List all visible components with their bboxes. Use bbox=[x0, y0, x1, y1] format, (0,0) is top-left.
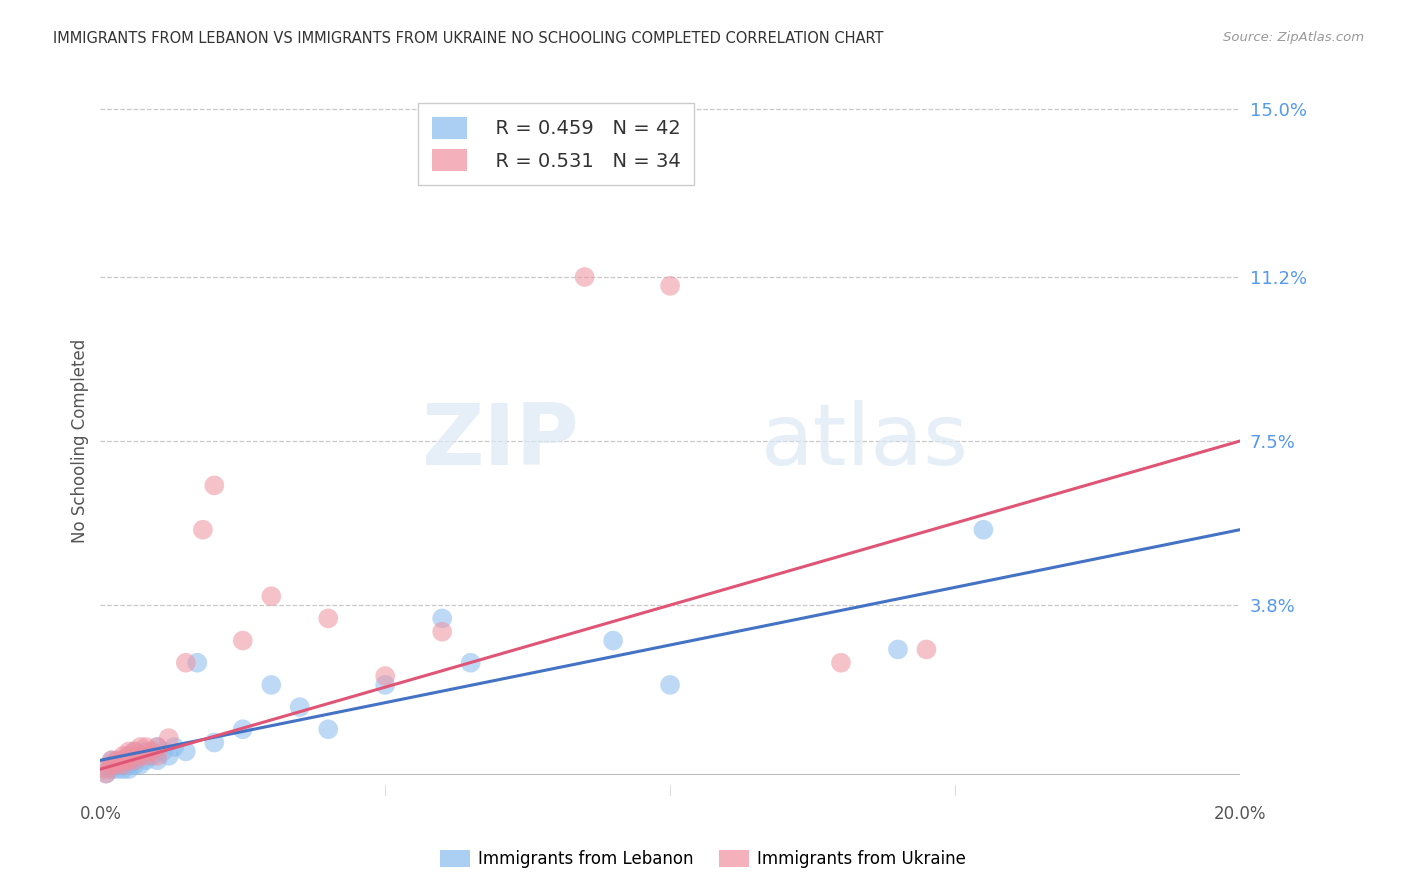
Point bbox=[124, 757, 146, 772]
Point bbox=[374, 669, 396, 683]
Text: atlas: atlas bbox=[761, 400, 969, 483]
Point bbox=[915, 642, 938, 657]
Legend: Immigrants from Lebanon, Immigrants from Ukraine: Immigrants from Lebanon, Immigrants from… bbox=[433, 843, 973, 875]
Point bbox=[316, 723, 339, 737]
Point bbox=[94, 766, 117, 780]
Point bbox=[94, 766, 117, 780]
Point bbox=[887, 642, 910, 657]
Point bbox=[107, 757, 129, 772]
Legend:   R = 0.459   N = 42,   R = 0.531   N = 34: R = 0.459 N = 42, R = 0.531 N = 34 bbox=[419, 103, 695, 185]
Point bbox=[374, 678, 396, 692]
Point bbox=[163, 739, 186, 754]
Point bbox=[107, 757, 129, 772]
Point bbox=[124, 753, 146, 767]
Point bbox=[129, 757, 152, 772]
Point bbox=[135, 753, 157, 767]
Point bbox=[659, 278, 682, 293]
Point bbox=[141, 748, 163, 763]
Point bbox=[191, 523, 214, 537]
Point bbox=[232, 633, 254, 648]
Point bbox=[107, 762, 129, 776]
Point bbox=[118, 744, 141, 758]
Point bbox=[135, 739, 157, 754]
Point bbox=[112, 753, 135, 767]
Point bbox=[430, 611, 453, 625]
Point bbox=[202, 478, 225, 492]
Point bbox=[186, 656, 208, 670]
Point bbox=[602, 633, 624, 648]
Point bbox=[830, 656, 852, 670]
Point bbox=[112, 757, 135, 772]
Point bbox=[135, 744, 157, 758]
Point bbox=[152, 744, 174, 758]
Y-axis label: No Schooling Completed: No Schooling Completed bbox=[72, 339, 89, 543]
Point bbox=[129, 739, 152, 754]
Text: IMMIGRANTS FROM LEBANON VS IMMIGRANTS FROM UKRAINE NO SCHOOLING COMPLETED CORREL: IMMIGRANTS FROM LEBANON VS IMMIGRANTS FR… bbox=[53, 31, 884, 46]
Point bbox=[100, 762, 122, 776]
Point bbox=[316, 611, 339, 625]
Point bbox=[100, 753, 122, 767]
Point bbox=[972, 523, 994, 537]
Point bbox=[232, 723, 254, 737]
Point bbox=[146, 753, 169, 767]
Point bbox=[157, 731, 180, 745]
Point bbox=[100, 753, 122, 767]
Point bbox=[94, 762, 117, 776]
Point bbox=[100, 757, 122, 772]
Point bbox=[157, 748, 180, 763]
Point bbox=[112, 757, 135, 772]
Point bbox=[118, 762, 141, 776]
Point bbox=[129, 748, 152, 763]
Point bbox=[174, 744, 197, 758]
Point bbox=[118, 748, 141, 763]
Point bbox=[146, 748, 169, 763]
Point bbox=[141, 744, 163, 758]
Point bbox=[112, 748, 135, 763]
Point bbox=[288, 700, 311, 714]
Point bbox=[94, 762, 117, 776]
Point bbox=[124, 753, 146, 767]
Point bbox=[659, 678, 682, 692]
Point bbox=[118, 757, 141, 772]
Point bbox=[460, 656, 482, 670]
Point bbox=[118, 753, 141, 767]
Text: Source: ZipAtlas.com: Source: ZipAtlas.com bbox=[1223, 31, 1364, 45]
Point bbox=[112, 762, 135, 776]
Point bbox=[129, 748, 152, 763]
Point bbox=[124, 744, 146, 758]
Point bbox=[107, 753, 129, 767]
Point bbox=[135, 748, 157, 763]
Point bbox=[118, 753, 141, 767]
Point bbox=[100, 757, 122, 772]
Text: ZIP: ZIP bbox=[422, 400, 579, 483]
Point bbox=[118, 748, 141, 763]
Point bbox=[430, 624, 453, 639]
Point bbox=[146, 739, 169, 754]
Point bbox=[174, 656, 197, 670]
Point bbox=[112, 753, 135, 767]
Point bbox=[107, 753, 129, 767]
Point bbox=[124, 744, 146, 758]
Point bbox=[574, 270, 596, 285]
Point bbox=[260, 678, 283, 692]
Point bbox=[146, 739, 169, 754]
Point bbox=[202, 735, 225, 749]
Point bbox=[260, 589, 283, 603]
